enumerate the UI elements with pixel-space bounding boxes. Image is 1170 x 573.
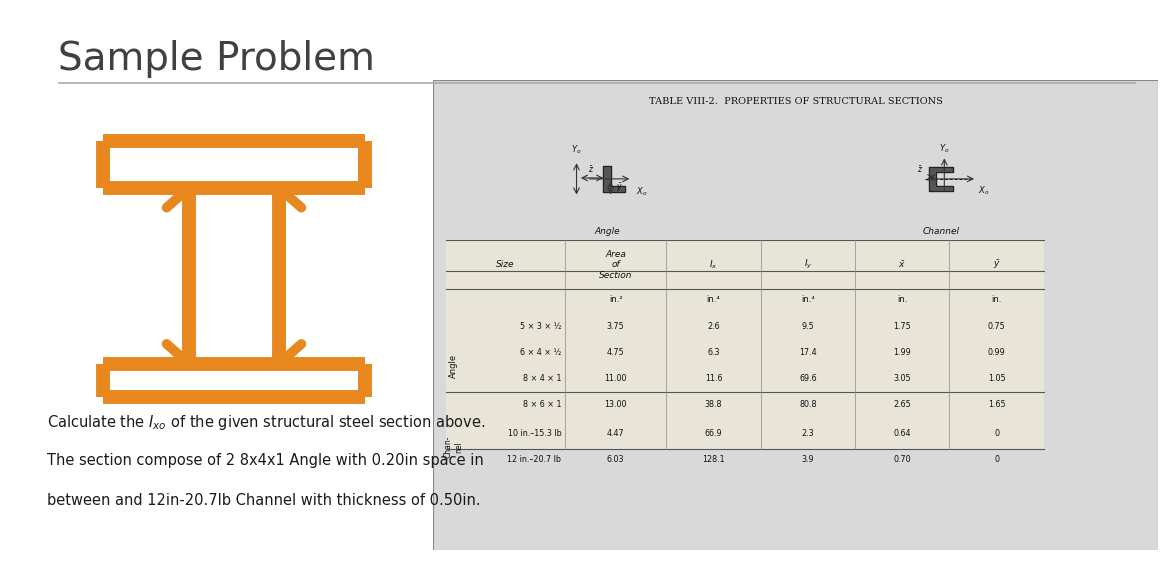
Text: 66.9: 66.9 bbox=[704, 429, 722, 438]
Text: 2.6: 2.6 bbox=[708, 323, 720, 331]
Text: in.: in. bbox=[897, 295, 908, 304]
Text: Angle: Angle bbox=[594, 227, 620, 236]
Text: 0.70: 0.70 bbox=[894, 455, 911, 464]
Text: 3.75: 3.75 bbox=[607, 323, 625, 331]
Text: $\bar{z}$: $\bar{z}$ bbox=[917, 164, 923, 175]
Text: 13.00: 13.00 bbox=[605, 400, 627, 409]
Polygon shape bbox=[929, 167, 952, 190]
Text: Angle: Angle bbox=[449, 354, 457, 378]
Text: 3.9: 3.9 bbox=[801, 455, 814, 464]
Text: $\bar{y}$: $\bar{y}$ bbox=[992, 258, 1000, 271]
Text: $\bar{y}$: $\bar{y}$ bbox=[615, 181, 622, 194]
Text: 6.03: 6.03 bbox=[607, 455, 625, 464]
Text: Size: Size bbox=[496, 260, 515, 269]
Text: in.: in. bbox=[991, 295, 1002, 304]
Text: 8 × 6 × 1: 8 × 6 × 1 bbox=[523, 400, 562, 409]
Text: 1.65: 1.65 bbox=[987, 400, 1005, 409]
Bar bbox=[446, 238, 1044, 449]
Text: 2.3: 2.3 bbox=[801, 429, 814, 438]
Text: 10 in.–15.3 lb: 10 in.–15.3 lb bbox=[508, 429, 562, 438]
Text: 1.75: 1.75 bbox=[894, 323, 911, 331]
Text: 1.05: 1.05 bbox=[987, 374, 1005, 383]
Text: 4.75: 4.75 bbox=[607, 348, 625, 357]
Text: in.⁴: in.⁴ bbox=[801, 295, 814, 304]
Polygon shape bbox=[603, 166, 625, 192]
Text: TABLE VIII-2.  PROPERTIES OF STRUCTURAL SECTIONS: TABLE VIII-2. PROPERTIES OF STRUCTURAL S… bbox=[648, 97, 943, 105]
Text: between and 12in-20.7lb Channel with thickness of 0.50in.: between and 12in-20.7lb Channel with thi… bbox=[47, 493, 481, 508]
Text: 0: 0 bbox=[994, 455, 999, 464]
Text: 0.75: 0.75 bbox=[987, 323, 1005, 331]
Text: $X_o$: $X_o$ bbox=[635, 186, 647, 198]
Text: $I_x$: $I_x$ bbox=[709, 258, 718, 271]
Text: $Y_o$: $Y_o$ bbox=[571, 143, 581, 156]
Text: 5 × 3 × ½: 5 × 3 × ½ bbox=[519, 323, 562, 331]
Text: 4.47: 4.47 bbox=[607, 429, 625, 438]
Text: 1.99: 1.99 bbox=[894, 348, 911, 357]
Text: Area
of
Section: Area of Section bbox=[599, 250, 633, 280]
Text: 0.64: 0.64 bbox=[894, 429, 911, 438]
Text: 80.8: 80.8 bbox=[799, 400, 817, 409]
Text: 0: 0 bbox=[994, 429, 999, 438]
Text: 12 in.–20.7 lb: 12 in.–20.7 lb bbox=[508, 455, 562, 464]
Text: 128.1: 128.1 bbox=[702, 455, 725, 464]
Text: 38.8: 38.8 bbox=[704, 400, 722, 409]
Text: in.²: in.² bbox=[608, 295, 622, 304]
Text: $I_y$: $I_y$ bbox=[804, 258, 812, 271]
Text: Sample Problem: Sample Problem bbox=[58, 40, 376, 78]
Text: $\bar{z}$: $\bar{z}$ bbox=[589, 164, 594, 175]
Text: 6 × 4 × ½: 6 × 4 × ½ bbox=[519, 348, 562, 357]
Text: 11.00: 11.00 bbox=[605, 374, 627, 383]
Text: 0.99: 0.99 bbox=[987, 348, 1005, 357]
Text: $X_o$: $X_o$ bbox=[978, 185, 990, 197]
Text: 69.6: 69.6 bbox=[799, 374, 817, 383]
Text: Chan-
nel: Chan- nel bbox=[443, 435, 463, 458]
Text: 8 × 4 × 1: 8 × 4 × 1 bbox=[523, 374, 562, 383]
Text: 9.5: 9.5 bbox=[801, 323, 814, 331]
Text: Channel: Channel bbox=[922, 227, 959, 236]
Text: 2.65: 2.65 bbox=[894, 400, 911, 409]
Text: 17.4: 17.4 bbox=[799, 348, 817, 357]
Text: 3.05: 3.05 bbox=[894, 374, 911, 383]
Text: $\bar{x}$: $\bar{x}$ bbox=[899, 259, 906, 270]
Text: in.⁴: in.⁴ bbox=[707, 295, 721, 304]
Text: The section compose of 2 8x4x1 Angle with 0.20in space in: The section compose of 2 8x4x1 Angle wit… bbox=[47, 453, 483, 468]
Text: 6.3: 6.3 bbox=[708, 348, 720, 357]
Text: $Y_o$: $Y_o$ bbox=[940, 142, 950, 155]
Text: 11.6: 11.6 bbox=[704, 374, 722, 383]
Text: Calculate the $I_{xo}$ of the given structural steel section above.: Calculate the $I_{xo}$ of the given stru… bbox=[47, 413, 486, 431]
